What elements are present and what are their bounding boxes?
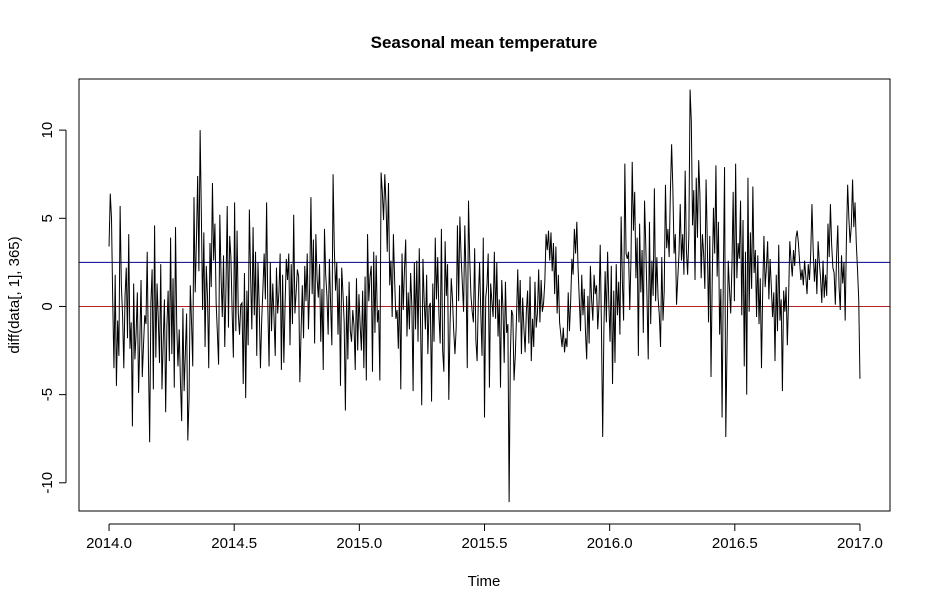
x-tick-label: 2017.0 (837, 535, 883, 552)
temperature-series-line (108, 89, 861, 503)
x-tick-label: 2015.5 (462, 535, 508, 552)
y-tick-label: -5 (39, 388, 56, 401)
y-tick-label: -10 (39, 472, 56, 494)
x-tick-label: 2016.0 (587, 535, 633, 552)
x-tick-label: 2016.5 (712, 535, 758, 552)
y-tick-label: 0 (39, 302, 56, 310)
y-tick-label: 10 (39, 122, 56, 139)
x-tick-label: 2014.5 (211, 535, 257, 552)
y-axis: -10 -5 0 5 10 (39, 122, 67, 494)
plot-frame (78, 78, 891, 512)
y-tick-label: 5 (39, 214, 56, 222)
x-tick-label: 2015.0 (336, 535, 382, 552)
plot-area (78, 78, 891, 512)
x-axis: 2014.0 2014.5 2015.0 2015.5 2016.0 2016.5 2017… (86, 523, 883, 552)
y-axis-label: diff(data[, 1], 365) (6, 236, 23, 353)
chart-title: Seasonal mean temperature (371, 33, 598, 52)
x-axis-label: Time (468, 573, 501, 590)
x-tick-label: 2014.0 (86, 535, 132, 552)
